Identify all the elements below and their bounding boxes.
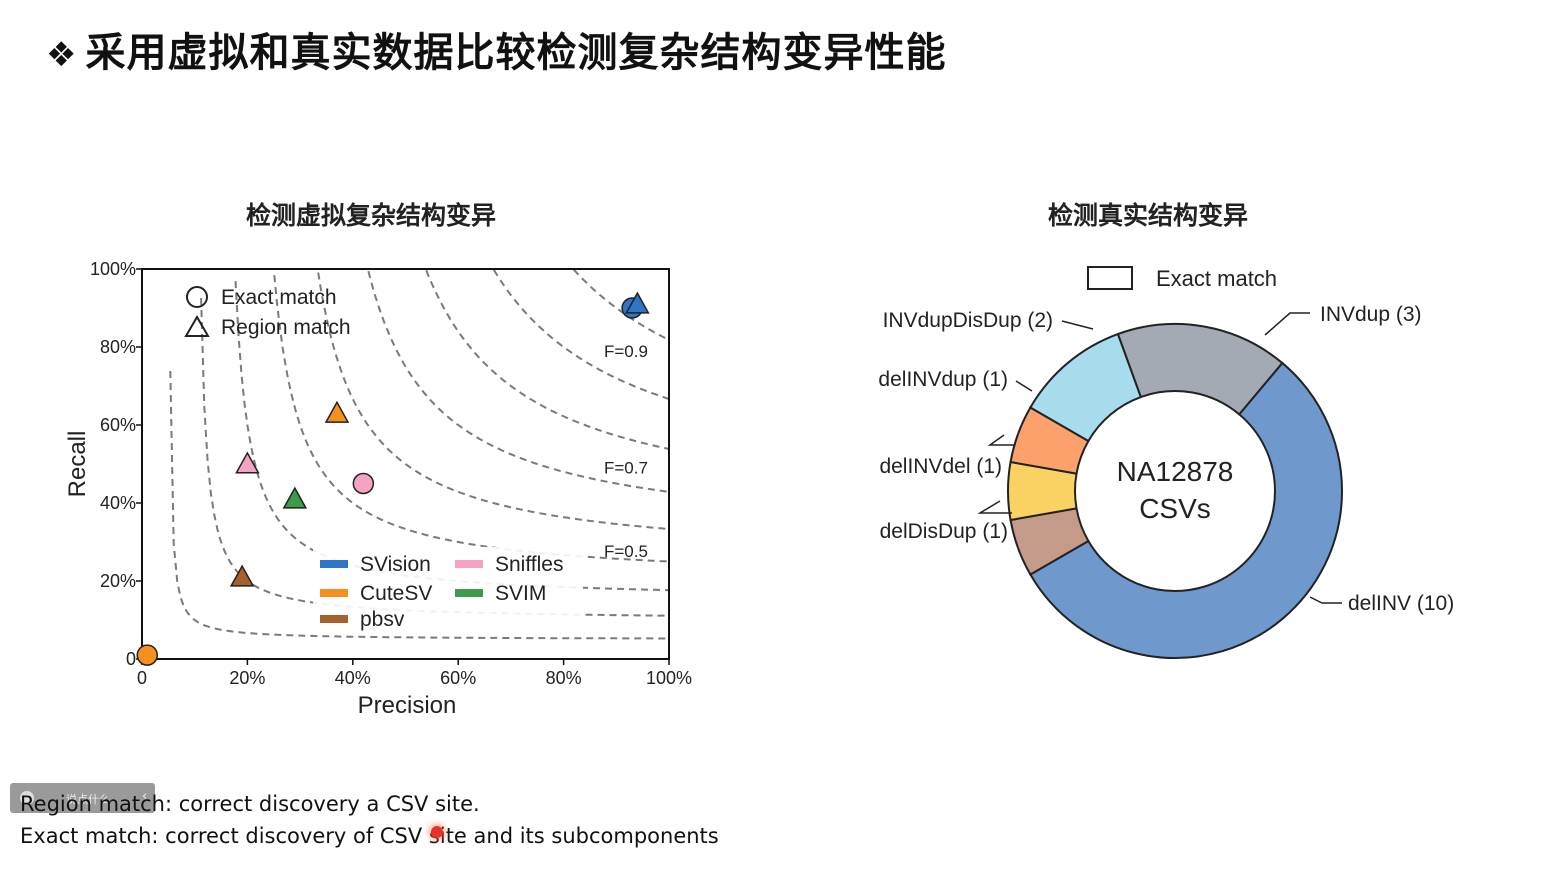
legend-swatch-svision (320, 560, 348, 568)
precision-recall-chart: 00 20% 20% 40% 40% 60% 60% 80% 80% 100% 100% F=0.9… (64, 259, 692, 719)
exact-match-legend-label: Exact match (1156, 266, 1277, 291)
legend-swatch-pbsv (320, 615, 348, 623)
y-tick-label: 60% (100, 415, 136, 435)
point-sniffles-exact (352, 472, 375, 495)
y-tick-label: 100% (90, 259, 136, 279)
donut-center-line-2: CSVs (1139, 493, 1211, 524)
legend-label-cutesv: CuteSV (360, 582, 432, 605)
slice-leader-line (987, 434, 1015, 446)
triangle-marker-icon (184, 315, 210, 337)
y-tick-label: 20% (100, 571, 136, 591)
slice-label: INVdup (3) (1320, 303, 1422, 326)
point-pbsv-region (229, 564, 255, 587)
legend-label-pbsv: pbsv (360, 608, 405, 631)
donut-chart-title: 检测真实结构变异 (1048, 201, 1249, 230)
x-tick-label: 20% (229, 668, 265, 688)
f-score-contour (169, 370, 669, 640)
point-svim-region (282, 486, 308, 509)
tool-legend-background (313, 547, 583, 635)
slide-title-text: 采用虚拟和真实数据比较检测复杂结构变异性能 (85, 30, 947, 76)
f-score-contour (367, 270, 669, 493)
x-tick-label: 100% (646, 668, 692, 688)
f-score-label: F=0.5 (604, 542, 648, 561)
donut-center-line-1: NA12878 (1117, 456, 1234, 487)
pointer-cursor-icon (431, 826, 443, 838)
f-score-label: F=0.7 (604, 459, 648, 478)
y-tick-label: 0 (126, 649, 136, 669)
slice-label: delINVdel (1) (879, 455, 1002, 478)
y-tick-label: 40% (100, 493, 136, 513)
slice-leader-line (1015, 380, 1033, 392)
slice-leader-line (977, 500, 1012, 514)
scatter-chart-title: 检测虚拟复杂结构变异 (246, 201, 497, 230)
x-tick-label: 40% (335, 668, 371, 688)
legend-label-svim: SVIM (495, 582, 546, 605)
plot-frame (141, 268, 670, 660)
legend-swatch-sniffles (455, 560, 483, 568)
marker-legend-exact: Exact match (221, 286, 337, 309)
chevron-left-icon[interactable]: ‹ (142, 789, 148, 804)
point-svision-region (625, 291, 650, 314)
diamond-bullet-icon: ❖ (46, 35, 78, 75)
slice-leader-line (1309, 596, 1342, 604)
slice-leader-line (1264, 312, 1310, 336)
slice-label: INVdupDisDup (2) (883, 309, 1053, 332)
f-score-label: F=0.9 (604, 342, 648, 361)
f-score-contour (493, 269, 669, 401)
slice-leader-line (1061, 320, 1094, 330)
x-axis-label: Precision (358, 692, 457, 719)
slice-label: delINV (10) (1348, 592, 1454, 615)
comment-overlay-bar[interactable]: 说点什么 ‹ (10, 783, 155, 813)
y-tick-label: 80% (100, 337, 136, 357)
y-axis-label: Recall (64, 431, 91, 498)
legend-swatch-cutesv (320, 589, 348, 597)
avatar-icon (20, 791, 34, 805)
x-tick-label: 60% (440, 668, 476, 688)
f-score-contour (200, 297, 669, 617)
exact-match-note: Exact match: correct discovery of CSV si… (20, 824, 719, 848)
point-sniffles-region (235, 451, 260, 474)
x-tick-label: 0 (137, 668, 147, 688)
donut-slice (1029, 332, 1143, 443)
region-match-note: Region match: correct discovery a CSV si… (20, 792, 480, 816)
circle-marker-icon (186, 286, 208, 308)
x-tick-label: 80% (546, 668, 582, 688)
comment-placeholder: 说点什么 (66, 793, 110, 806)
na12878-donut-chart: Exact match INVdup (3) delINV (10) delDisD… (878, 266, 1454, 659)
legend-label-svision: SVision (360, 553, 431, 576)
slide-title: ❖ 采用虚拟和真实数据比较检测复杂结构变异性能 (46, 20, 946, 78)
legend-label-sniffles: Sniffles (495, 553, 564, 576)
point-cutesv-region (324, 400, 350, 423)
f-score-contour (425, 269, 669, 451)
point-cutesv-exact (136, 644, 159, 666)
slice-label: delINVdup (1) (878, 368, 1008, 391)
slice-label: delDisDup (1) (880, 520, 1008, 543)
f-score-contour (317, 272, 669, 531)
donut-slice (1029, 361, 1343, 659)
exact-match-legend-box (1087, 266, 1133, 290)
marker-legend-region: Region match (221, 316, 351, 339)
legend-swatch-svim (455, 589, 483, 597)
